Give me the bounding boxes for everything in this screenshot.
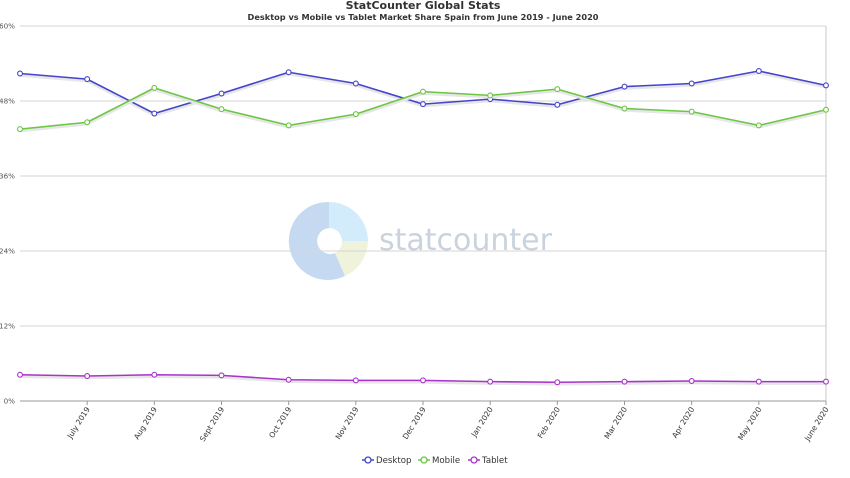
- legend-label-tablet: Tablet: [481, 456, 508, 466]
- data-point-tablet[interactable]: [17, 371, 23, 378]
- y-tick-label: 60%: [0, 22, 15, 31]
- x-tick-label: Oct 2019: [267, 405, 293, 439]
- x-tick-label: Apr 2020: [670, 405, 696, 439]
- data-point-desktop[interactable]: [823, 82, 829, 89]
- data-point-tablet[interactable]: [84, 373, 91, 379]
- y-tick-label: 48%: [0, 97, 15, 106]
- legend-label-mobile: Mobile: [432, 456, 460, 466]
- data-point-tablet[interactable]: [151, 371, 158, 378]
- data-point-desktop[interactable]: [420, 101, 426, 108]
- x-tick-label: Mar 2020: [602, 405, 629, 440]
- data-point-mobile[interactable]: [823, 106, 829, 113]
- data-point-desktop[interactable]: [755, 68, 762, 74]
- x-tick-label: Aug 2019: [132, 405, 159, 441]
- data-point-mobile[interactable]: [84, 119, 91, 126]
- series-desktop: [17, 68, 829, 117]
- y-axis: 0% 12% 24% 36% 48% 60%: [0, 22, 15, 406]
- data-point-desktop[interactable]: [621, 83, 628, 90]
- data-point-tablet[interactable]: [823, 378, 829, 385]
- data-point-tablet[interactable]: [755, 378, 762, 385]
- x-axis: July 2019 Aug 2019 Sept 2019 Oct 2019 Nov 20…: [65, 401, 831, 443]
- data-point-tablet[interactable]: [554, 379, 561, 386]
- data-point-tablet[interactable]: [285, 376, 292, 383]
- data-point-desktop[interactable]: [352, 80, 359, 87]
- legend: Desktop Mobile Tablet: [362, 456, 508, 466]
- x-tick-label: June 2020: [802, 405, 831, 443]
- data-point-mobile[interactable]: [621, 105, 628, 112]
- x-tick-label: Dec 2019: [401, 405, 428, 441]
- data-point-mobile[interactable]: [420, 88, 426, 95]
- data-point-mobile[interactable]: [487, 92, 494, 99]
- legend-label-desktop: Desktop: [376, 456, 411, 466]
- data-point-desktop[interactable]: [218, 90, 225, 97]
- x-tick-label: Jan 2020: [469, 405, 495, 439]
- series-mobile: [17, 84, 829, 133]
- y-tick-label: 24%: [0, 247, 15, 256]
- watermark: statcounter: [288, 201, 553, 280]
- legend-item-desktop[interactable]: Desktop: [362, 456, 411, 466]
- data-point-mobile[interactable]: [17, 126, 23, 133]
- legend-item-mobile[interactable]: Mobile: [418, 456, 460, 466]
- data-point-tablet[interactable]: [487, 378, 494, 385]
- data-point-desktop[interactable]: [17, 70, 23, 77]
- x-tick-label: May 2020: [736, 405, 764, 442]
- data-point-mobile[interactable]: [755, 122, 762, 129]
- legend-marker-mobile: [420, 456, 428, 464]
- legend-marker-desktop: [364, 456, 372, 464]
- series-tablet: [17, 371, 829, 386]
- data-point-tablet[interactable]: [621, 378, 628, 385]
- legend-marker-tablet: [470, 456, 478, 464]
- y-tick-label: 0%: [4, 397, 16, 406]
- data-point-desktop[interactable]: [554, 101, 561, 108]
- x-tick-label: Sept 2019: [198, 405, 226, 443]
- data-point-tablet[interactable]: [218, 372, 225, 379]
- data-point-mobile[interactable]: [688, 108, 695, 115]
- data-point-mobile[interactable]: [218, 106, 225, 113]
- data-point-desktop[interactable]: [84, 76, 91, 83]
- statcounter-logo-icon: [288, 201, 368, 280]
- x-tick-label: Feb 2020: [536, 405, 562, 440]
- chart-title: StatCounter Global Stats: [346, 0, 501, 12]
- data-point-desktop[interactable]: [688, 80, 695, 87]
- data-point-mobile[interactable]: [151, 84, 158, 91]
- y-tick-label: 36%: [0, 172, 15, 181]
- data-point-mobile[interactable]: [285, 122, 292, 129]
- data-point-mobile[interactable]: [352, 111, 359, 118]
- data-point-tablet[interactable]: [688, 378, 695, 384]
- data-point-tablet[interactable]: [420, 377, 426, 384]
- data-point-desktop[interactable]: [151, 110, 158, 117]
- series-layer: [17, 68, 829, 386]
- x-tick-label: July 2019: [65, 405, 92, 441]
- data-point-desktop[interactable]: [285, 69, 292, 76]
- data-point-tablet[interactable]: [352, 377, 359, 384]
- legend-item-tablet[interactable]: Tablet: [468, 456, 508, 466]
- chart-subtitle: Desktop vs Mobile vs Tablet Market Share…: [248, 12, 599, 22]
- y-tick-label: 12%: [0, 322, 15, 331]
- data-point-mobile[interactable]: [554, 86, 561, 93]
- x-tick-label: Nov 2019: [334, 405, 361, 441]
- watermark-text: statcounter: [379, 223, 553, 258]
